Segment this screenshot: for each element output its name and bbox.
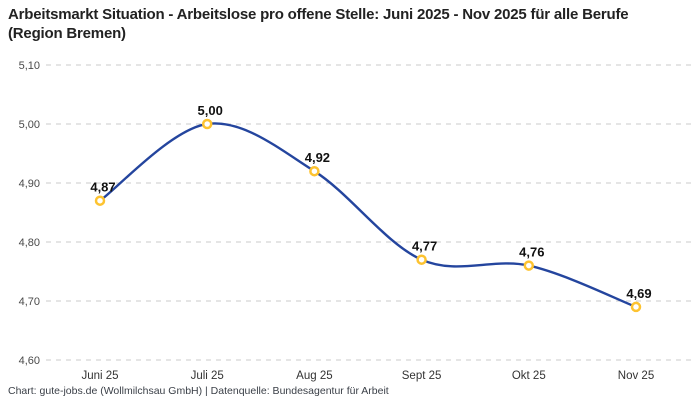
y-axis-tick-label: 5,00 bbox=[19, 119, 40, 131]
data-point-marker bbox=[523, 260, 535, 271]
data-point-value-label: 4,87 bbox=[90, 180, 115, 195]
data-point-value-label: 4,92 bbox=[305, 150, 330, 165]
data-point-value-label: 4,69 bbox=[626, 286, 651, 301]
chart-title: Arbeitsmarkt Situation - Arbeitslose pro… bbox=[8, 6, 629, 43]
data-point-marker bbox=[416, 254, 427, 265]
y-axis-tick-label: 4,70 bbox=[19, 296, 40, 308]
data-point-value-label: 5,00 bbox=[198, 103, 223, 118]
y-axis-tick-label: 4,60 bbox=[19, 355, 40, 367]
x-axis-tick-label: Juli 25 bbox=[191, 370, 224, 382]
data-point-marker bbox=[630, 301, 642, 313]
data-point-value-label: 4,76 bbox=[519, 245, 544, 260]
data-point-marker bbox=[309, 165, 320, 177]
data-point-marker bbox=[94, 195, 106, 206]
y-axis-tick-label: 5,10 bbox=[19, 60, 40, 72]
x-axis-tick-label: Aug 25 bbox=[296, 370, 332, 382]
y-axis-tick-label: 4,80 bbox=[19, 237, 40, 249]
x-axis-tick-label: Sept 25 bbox=[402, 370, 442, 382]
data-point-marker bbox=[201, 118, 213, 130]
x-axis-tick-label: Juni 25 bbox=[81, 370, 118, 382]
x-axis-tick-label: Okt 25 bbox=[512, 370, 546, 382]
chart-attribution: Chart: gute-jobs.de (Wollmilchsau GmbH) … bbox=[8, 385, 389, 397]
x-axis-tick-label: Nov 25 bbox=[618, 370, 654, 382]
data-point-value-label: 4,77 bbox=[412, 239, 437, 254]
y-axis-tick-label: 4,90 bbox=[19, 178, 40, 190]
data-series-line bbox=[98, 122, 638, 309]
